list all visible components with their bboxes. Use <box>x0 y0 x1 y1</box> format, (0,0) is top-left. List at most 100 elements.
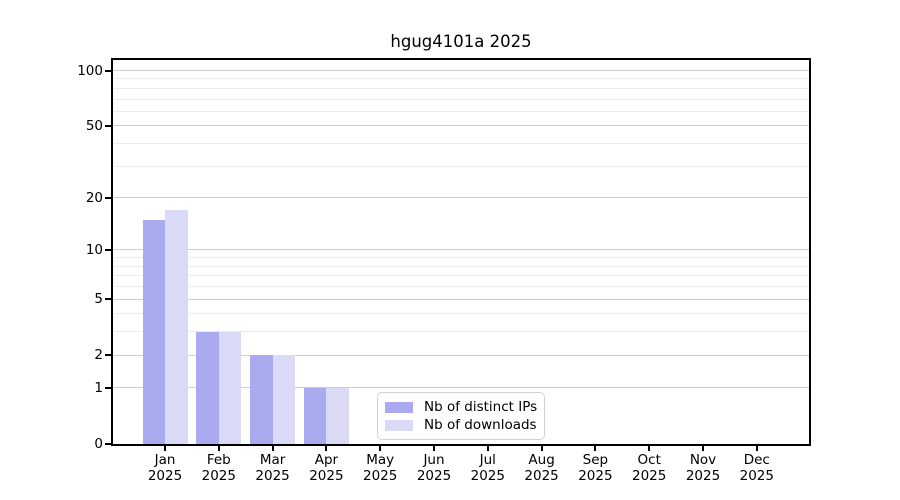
y-tick-mark <box>105 443 111 445</box>
y-tick-mark <box>105 386 111 389</box>
legend-swatch <box>385 401 413 413</box>
x-tick-month: Aug <box>528 452 555 468</box>
x-tick-label: Jun 2025 <box>402 452 466 484</box>
minor-gridline <box>113 265 809 267</box>
y-tick-mark <box>105 248 111 251</box>
x-tick-mark <box>486 446 489 451</box>
y-tick-mark <box>105 196 111 199</box>
minor-gridline <box>113 98 809 100</box>
legend-item: Nb of downloads <box>385 416 544 434</box>
major-gridline <box>113 197 809 199</box>
minor-gridline <box>113 142 809 144</box>
x-tick-year: 2025 <box>363 467 398 484</box>
x-tick-month: Apr <box>314 452 339 468</box>
y-tick-mark <box>105 124 111 127</box>
y-tick-label: 1 <box>94 379 103 396</box>
x-tick-label: Jan 2025 <box>133 452 197 484</box>
x-tick-year: 2025 <box>309 467 344 484</box>
y-tick-label: 100 <box>77 62 103 79</box>
x-tick-mark <box>164 446 166 451</box>
y-tick-label: 2 <box>94 347 103 364</box>
x-tick-label: Mar 2025 <box>241 452 305 484</box>
x-tick-year: 2025 <box>255 467 290 484</box>
y-tick-label: 20 <box>85 189 103 206</box>
x-tick-month: Jun <box>423 452 445 468</box>
minor-gridline <box>113 313 809 315</box>
x-tick-month: Feb <box>206 452 231 468</box>
x-tick-month: Jan <box>154 452 176 468</box>
x-tick-year: 2025 <box>685 467 721 484</box>
minor-gridline <box>113 78 809 80</box>
legend-swatch <box>385 419 413 431</box>
x-tick-label: Feb 2025 <box>187 452 251 484</box>
x-tick-year: 2025 <box>147 467 183 484</box>
x-tick-label: Nov 2025 <box>671 452 735 484</box>
minor-gridline <box>113 257 809 259</box>
x-tick-mark <box>379 446 382 451</box>
y-tick-label: 5 <box>94 291 103 307</box>
x-tick-year: 2025 <box>416 467 452 484</box>
legend-label: Nb of downloads <box>424 416 537 433</box>
minor-gridline <box>113 87 809 89</box>
x-tick-year: 2025 <box>632 467 667 484</box>
x-tick-year: 2025 <box>739 467 774 484</box>
legend-item: Nb of distinct IPs <box>385 398 544 416</box>
x-tick-label: Apr 2025 <box>294 452 358 484</box>
x-tick-mark <box>217 446 220 451</box>
minor-gridline <box>113 275 809 277</box>
major-gridline <box>113 125 809 127</box>
major-gridline <box>113 354 809 356</box>
y-tick-label: 0 <box>94 436 103 452</box>
x-tick-mark <box>325 446 328 451</box>
x-tick-month: Jul <box>479 452 496 468</box>
major-gridline <box>113 298 809 300</box>
y-tick-label: 10 <box>85 241 103 258</box>
bar-distinct-ips <box>250 355 273 444</box>
x-tick-mark <box>648 446 651 451</box>
x-tick-month: Dec <box>743 452 770 468</box>
x-tick-label: Jul 2025 <box>456 452 520 484</box>
legend-label: Nb of distinct IPs <box>424 398 538 415</box>
bar-distinct-ips <box>142 219 165 444</box>
x-tick-month: Oct <box>637 452 661 468</box>
x-tick-year: 2025 <box>578 467 613 484</box>
x-tick-year: 2025 <box>201 467 236 484</box>
bar-downloads <box>272 355 296 444</box>
x-tick-mark <box>433 446 435 451</box>
major-gridline <box>113 387 809 389</box>
x-tick-month: Mar <box>259 452 286 468</box>
minor-gridline <box>113 165 809 167</box>
y-tick-label: 50 <box>85 117 103 134</box>
x-tick-month: Sep <box>582 452 609 468</box>
x-tick-mark <box>540 446 543 451</box>
y-tick-mark <box>105 69 111 72</box>
x-tick-month: Nov <box>689 452 717 468</box>
x-tick-label: Oct 2025 <box>617 452 681 484</box>
y-tick-mark <box>105 298 111 300</box>
x-tick-year: 2025 <box>524 467 559 484</box>
legend: Nb of distinct IPs Nb of downloads <box>377 392 545 440</box>
x-tick-mark <box>271 446 274 451</box>
y-tick-mark <box>105 354 111 357</box>
x-tick-mark <box>755 446 758 451</box>
bar-distinct-ips <box>303 387 327 444</box>
major-gridline <box>113 70 809 72</box>
bar-downloads <box>165 210 188 444</box>
x-tick-label: Dec 2025 <box>725 452 789 484</box>
x-tick-year: 2025 <box>470 467 505 484</box>
x-tick-mark <box>702 446 704 451</box>
bar-distinct-ips <box>196 331 219 444</box>
minor-gridline <box>113 110 809 112</box>
bar-downloads <box>326 387 349 444</box>
plot-area: Nb of distinct IPs Nb of downloads 0 1 2 5 10… <box>77 58 811 483</box>
x-tick-label: Sep 2025 <box>563 452 627 484</box>
x-tick-month: May <box>366 452 395 468</box>
major-gridline <box>113 249 809 251</box>
x-tick-label: Aug 2025 <box>510 452 574 484</box>
x-tick-label: May 2025 <box>348 452 412 484</box>
chart-title: hgug4101a 2025 <box>390 32 532 51</box>
minor-gridline <box>113 331 809 333</box>
minor-gridline <box>113 286 809 288</box>
bar-downloads <box>218 331 242 444</box>
